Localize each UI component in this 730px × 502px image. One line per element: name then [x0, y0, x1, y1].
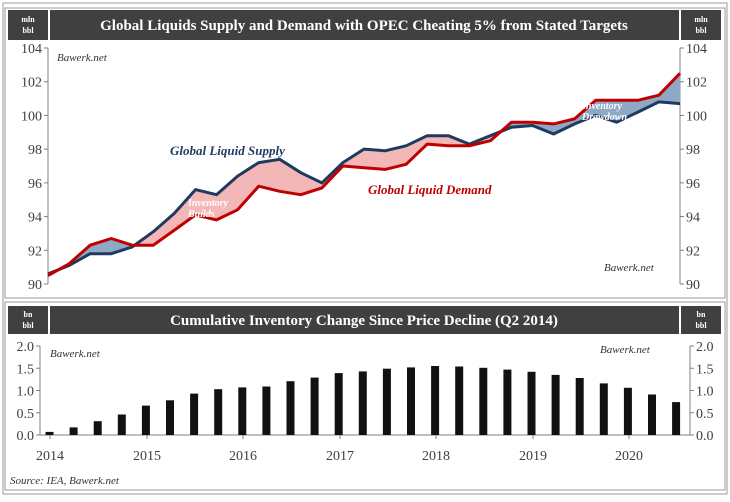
top-y-tick-label-left: 102 [21, 76, 42, 91]
inventory-bar [575, 378, 584, 435]
inventory-bar [358, 371, 367, 435]
top-unit-right-top: mln [694, 15, 708, 24]
bottom-y-tick-label-left: 0.5 [17, 407, 35, 422]
top-y-tick-label-right: 104 [686, 42, 707, 57]
inventory-bar [407, 367, 415, 435]
top-unit-left-top: mln [21, 15, 35, 24]
top-y-tick-label-left: 98 [28, 143, 42, 158]
bottom-watermark-left: Bawerk.net [50, 348, 101, 360]
top-unit-right-bottom: bbl [695, 26, 707, 35]
source-note: Source: IEA, Bawerk.net [10, 475, 120, 487]
inventory-bar [431, 366, 440, 435]
bottom-chart-title: Cumulative Inventory Change Since Price … [170, 313, 558, 329]
inventory-bar [190, 393, 199, 435]
bottom-y-tick-label-right: 0.5 [696, 407, 714, 422]
top-y-tick-label-right: 90 [686, 278, 700, 293]
inventory-bar [117, 414, 126, 435]
top-y-tick-label-right: 96 [686, 177, 700, 192]
bottom-x-tick-label: 2020 [615, 449, 643, 464]
top-unit-left-box [8, 10, 48, 40]
bottom-y-tick-label-left: 0.0 [17, 429, 35, 444]
inventory-bar [551, 374, 560, 435]
bottom-y-tick-label-right: 1.0 [696, 385, 714, 400]
top-watermark-right: Bawerk.net [604, 262, 655, 274]
bottom-unit-right-top: bn [697, 310, 706, 319]
bottom-y-tick-label-left: 2.0 [17, 340, 35, 355]
inventory-bar [599, 383, 608, 435]
top-chart-frame [4, 7, 726, 299]
bottom-unit-left-top: bn [24, 310, 33, 319]
bottom-y-tick-label-right: 0.0 [696, 429, 714, 444]
top-watermark-left: Bawerk.net [57, 52, 108, 64]
bottom-chart: bn bbl Cumulative Inventory Change Since… [4, 301, 726, 491]
top-y-tick-label-right: 102 [686, 76, 707, 91]
inventory-bar [648, 394, 656, 435]
top-y-tick-label-left: 92 [28, 244, 42, 259]
inventory-bar [623, 387, 632, 435]
bottom-y-tick-label-left: 1.5 [17, 362, 35, 377]
inventory-bar [286, 381, 295, 435]
supply-series-label: Global Liquid Supply [170, 143, 285, 158]
top-plot-area: 90 90 92 92 94 94 96 96 98 98 100 100 102 102 104 104 [21, 42, 707, 293]
inventory-builds-label-2: Builds [187, 209, 215, 220]
demand-line [47, 72, 682, 277]
bottom-unit-left-box [8, 306, 48, 334]
inventory-drawdown-label-1: Inventory [581, 101, 623, 112]
bottom-y-tick-label-right: 2.0 [696, 340, 714, 355]
inventory-bar [382, 368, 391, 435]
inventory-bar [455, 366, 464, 435]
bottom-title-box [50, 306, 679, 334]
inventory-bar [310, 377, 319, 435]
inventory-bar [334, 373, 343, 435]
inventory-bar [479, 367, 488, 435]
top-y-tick-label-left: 90 [28, 278, 42, 293]
inventory-drawdown-label-2: Drawdown [581, 112, 627, 123]
top-chart-title: Global Liquids Supply and Demand with OP… [100, 18, 628, 34]
bottom-x-tick-label: 2019 [519, 449, 547, 464]
inventory-bar [45, 431, 54, 435]
demand-series-label: Global Liquid Demand [368, 182, 492, 197]
bottom-y-tick-label-right: 1.5 [696, 362, 714, 377]
bottom-plot-area: 0.0 0.0 0.5 0.5 1.0 1.0 1.5 1.5 2.0 2.0 2014 2015 20… [17, 340, 714, 464]
bottom-x-tick-label: 2014 [36, 449, 64, 464]
top-y-tick-label-right: 94 [686, 211, 700, 226]
top-y-tick-label-left: 94 [28, 211, 42, 226]
bottom-unit-left-bottom: bbl [22, 321, 34, 330]
inventory-bar [503, 369, 512, 435]
top-y-tick-label-left: 96 [28, 177, 42, 192]
top-y-tick-label-right: 92 [686, 244, 700, 259]
bottom-x-tick-label: 2015 [133, 449, 161, 464]
top-y-tick-label-right: 100 [686, 109, 707, 124]
supply-line [47, 100, 681, 276]
bottom-x-tick-label: 2016 [229, 449, 257, 464]
inventory-bar [93, 421, 102, 435]
inventory-build-area [363, 148, 386, 170]
top-title-box [50, 10, 679, 40]
inventory-builds-label-1: Inventory [187, 198, 229, 209]
inventory-bar [69, 427, 78, 435]
bottom-y-tick-label-left: 1.0 [17, 385, 35, 400]
bottom-x-tick-label: 2018 [422, 449, 450, 464]
bottom-x-tick-label: 2017 [326, 449, 354, 464]
top-y-tick-label-left: 104 [21, 42, 42, 57]
inventory-bar [166, 400, 174, 435]
inventory-bar [214, 389, 223, 435]
inventory-bar [262, 386, 271, 435]
top-y-tick-label-left: 100 [21, 109, 42, 124]
top-y-tick-label-right: 98 [686, 143, 700, 158]
bottom-unit-right-box [681, 306, 721, 334]
bottom-chart-frame [4, 301, 726, 491]
inventory-bar [141, 405, 150, 435]
inventory-bar [527, 371, 536, 435]
top-unit-right-box [681, 10, 721, 40]
top-chart: mln bbl Global Liquids Supply and Demand… [4, 7, 726, 299]
top-unit-left-bottom: bbl [22, 26, 34, 35]
bottom-unit-right-bottom: bbl [695, 321, 707, 330]
bottom-watermark-right: Bawerk.net [600, 344, 651, 356]
inventory-bar [238, 387, 247, 435]
inventory-bar [672, 402, 681, 435]
